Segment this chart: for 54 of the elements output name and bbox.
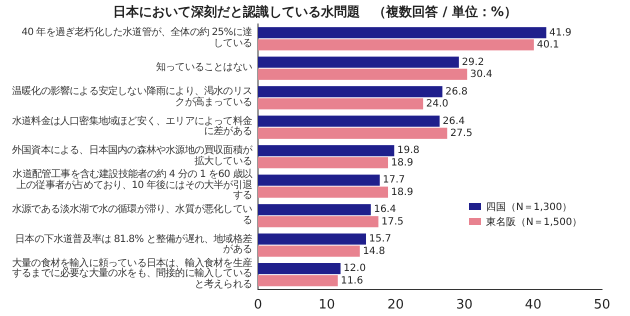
bar: [258, 216, 378, 228]
chart-title: 日本において深刻だと認識している水問題 （複数回答 / 単位：%）: [112, 4, 518, 21]
bar: [258, 263, 341, 274]
text: 30.4: [470, 68, 492, 80]
y-tick-label: 外国資本による、日本国内の森林や水源地の買収面積が拡大している: [12, 145, 252, 168]
y-tick-label: 温暖化の影響による安定しない降雨により、渇水のリスクが高まっている: [12, 86, 252, 108]
bar: [258, 246, 360, 257]
text: 17.5: [381, 216, 404, 228]
bar: [258, 128, 448, 139]
y-tick-label: 大量の食材を輸入に頼っている日本は、輸入食材を生産するまでに必要な大量の水をも、間接的に輸入していると考えられる: [12, 258, 252, 290]
text: 24.0: [426, 98, 448, 110]
text: 16.4: [374, 204, 396, 216]
text: 18.9: [391, 157, 414, 168]
text: 12.0: [344, 263, 366, 274]
y-tick-label: 水道料金は人口密集地域ほど安く、エリアによって料金に差がある: [12, 116, 252, 138]
text: 26.4: [442, 116, 465, 127]
text: 19.8: [397, 145, 420, 156]
bar: [258, 116, 440, 127]
text: 15.7: [369, 234, 392, 245]
text: 29.2: [462, 56, 484, 68]
y-tick-label: 知っていることはない: [154, 62, 252, 74]
text: 11.6: [340, 275, 364, 286]
y-tick-label: 40 年を過ぎ老朽化した水道管が、全体の約 25%に達している: [20, 27, 252, 50]
y-tick-label: 水源である淡水湖で水の循環が滞り、水質が悪化している: [12, 204, 252, 226]
bar: [258, 157, 388, 168]
x-tick-label: 20: [387, 298, 404, 313]
y-tick-label: 水道配管工事を含む建設技能者の約 4 分の 1 を60 歳以上の従事者が占めており、10 年後にはその大半が引退する: [12, 169, 252, 202]
x-tick-label: 40: [524, 298, 542, 313]
x-tick-label: 30: [456, 298, 473, 313]
bar: [258, 27, 546, 38]
bar: [258, 86, 442, 98]
text: 17.7: [382, 174, 406, 186]
y-tick-label: 日本の下水道普及率は 81.8% と整備が遅れ、地域格差がある: [14, 234, 252, 256]
text: 40.1: [536, 39, 560, 50]
text: 26.8: [445, 86, 468, 98]
bar: [258, 186, 388, 198]
text: 18.9: [391, 186, 414, 198]
bar: [258, 174, 380, 186]
bar: [258, 56, 459, 68]
bar: [258, 98, 424, 110]
bar: [258, 39, 534, 50]
text: 27.5: [450, 128, 472, 139]
bar: [258, 234, 366, 245]
bar: [258, 204, 371, 216]
legend-label: 東名阪（N＝1,500）: [486, 216, 582, 229]
x-tick-label: 0: [254, 298, 262, 313]
x-tick-label: 50: [594, 298, 610, 313]
legend-label: 四国（N＝1,300）: [486, 200, 572, 214]
text: 41.9: [549, 27, 572, 38]
text: 14.8: [362, 246, 386, 257]
bar: [258, 68, 468, 80]
bar: [258, 275, 338, 286]
bar: [258, 145, 394, 156]
x-tick-label: 10: [318, 298, 336, 313]
